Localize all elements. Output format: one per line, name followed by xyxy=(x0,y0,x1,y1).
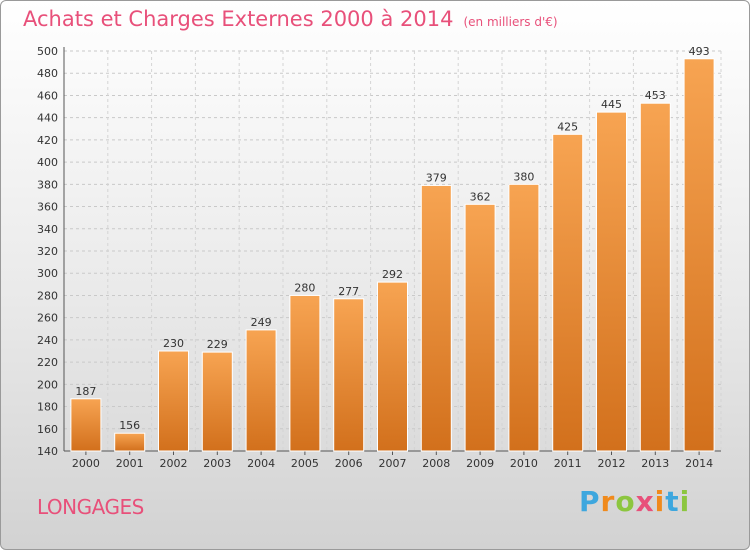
y-tick-label: 480 xyxy=(37,67,58,80)
x-tick-label: 2013 xyxy=(641,457,669,470)
x-tick-label: 2012 xyxy=(598,457,626,470)
data-label: 379 xyxy=(426,171,447,184)
proxiti-logo: Proxiti xyxy=(579,485,691,518)
y-tick-label: 340 xyxy=(37,223,58,236)
y-tick-label: 260 xyxy=(37,312,58,325)
data-label: 280 xyxy=(294,281,315,294)
y-tick-label: 460 xyxy=(37,89,58,102)
data-labels: 187 156 230 229 249 280 277 292 379 362 380 425 445 4… xyxy=(75,45,709,432)
x-tick-label: 2000 xyxy=(72,457,100,470)
chart-title-text: Achats et Charges Externes 2000 à 2014 xyxy=(23,7,454,31)
bar-2002 xyxy=(158,350,189,452)
x-tick-label: 2009 xyxy=(466,457,494,470)
x-tick-label: 2014 xyxy=(685,457,713,470)
data-label: 292 xyxy=(382,268,403,281)
data-label: 493 xyxy=(689,45,710,58)
bar-2013 xyxy=(639,102,671,452)
data-label: 380 xyxy=(513,170,534,183)
x-tick-label: 2006 xyxy=(335,457,363,470)
y-tick-label: 440 xyxy=(37,112,58,125)
data-label: 229 xyxy=(207,338,228,351)
x-tick-label: 2004 xyxy=(247,457,275,470)
y-tick-label: 220 xyxy=(37,356,58,369)
x-tick-label: 2010 xyxy=(510,457,538,470)
x-tick-label: 2001 xyxy=(116,457,144,470)
x-tick-label: 2008 xyxy=(422,457,450,470)
bar-2004 xyxy=(245,329,277,452)
y-tick-label: 140 xyxy=(37,445,58,458)
y-tick-label: 180 xyxy=(37,401,58,414)
bar-2007 xyxy=(377,281,408,452)
bar-2001 xyxy=(114,432,146,452)
bar-2011 xyxy=(552,133,584,452)
y-tick-label: 400 xyxy=(37,156,58,169)
y-tick-label: 200 xyxy=(37,378,58,391)
bar-2008 xyxy=(420,184,452,452)
data-label: 249 xyxy=(251,316,272,329)
bar-2005 xyxy=(289,294,321,452)
bar-2010 xyxy=(508,183,540,452)
y-tick-label: 380 xyxy=(37,178,58,191)
chart-subtitle: (en milliers d'€) xyxy=(463,15,558,29)
y-tick-label: 300 xyxy=(37,267,58,280)
data-label: 156 xyxy=(119,419,140,432)
y-tick-label: 500 xyxy=(37,45,58,58)
data-label: 445 xyxy=(601,98,622,111)
data-label: 187 xyxy=(75,385,96,398)
bar-2000 xyxy=(70,398,102,452)
y-tick-label: 240 xyxy=(37,334,58,347)
bar-2009 xyxy=(464,203,496,452)
axes: 140 160 180 200 220 240 260 280 300 320 340 360 380 4… xyxy=(37,45,721,470)
y-tick-label: 280 xyxy=(37,289,58,302)
data-label: 453 xyxy=(645,89,666,102)
bar-2012 xyxy=(596,111,627,452)
y-tick-label: 160 xyxy=(37,423,58,436)
data-label: 230 xyxy=(163,337,184,350)
data-label: 362 xyxy=(470,190,491,203)
x-tick-label: 2003 xyxy=(203,457,231,470)
bar-2003 xyxy=(201,351,233,452)
bars xyxy=(70,58,715,452)
chart-title: Achats et Charges Externes 2000 à 2014 (e… xyxy=(23,7,558,31)
place-name: LONGAGES xyxy=(37,495,144,519)
y-tick-label: 360 xyxy=(37,201,58,214)
y-tick-label: 420 xyxy=(37,134,58,147)
x-tick-label: 2007 xyxy=(379,457,407,470)
x-tick-label: 2011 xyxy=(554,457,582,470)
data-label: 277 xyxy=(338,285,359,298)
data-label: 425 xyxy=(557,120,578,133)
bar-2006 xyxy=(333,298,365,452)
y-tick-label: 320 xyxy=(37,245,58,258)
x-tick-label: 2002 xyxy=(160,457,188,470)
x-tick-label: 2005 xyxy=(291,457,319,470)
bar-2014 xyxy=(683,58,715,452)
